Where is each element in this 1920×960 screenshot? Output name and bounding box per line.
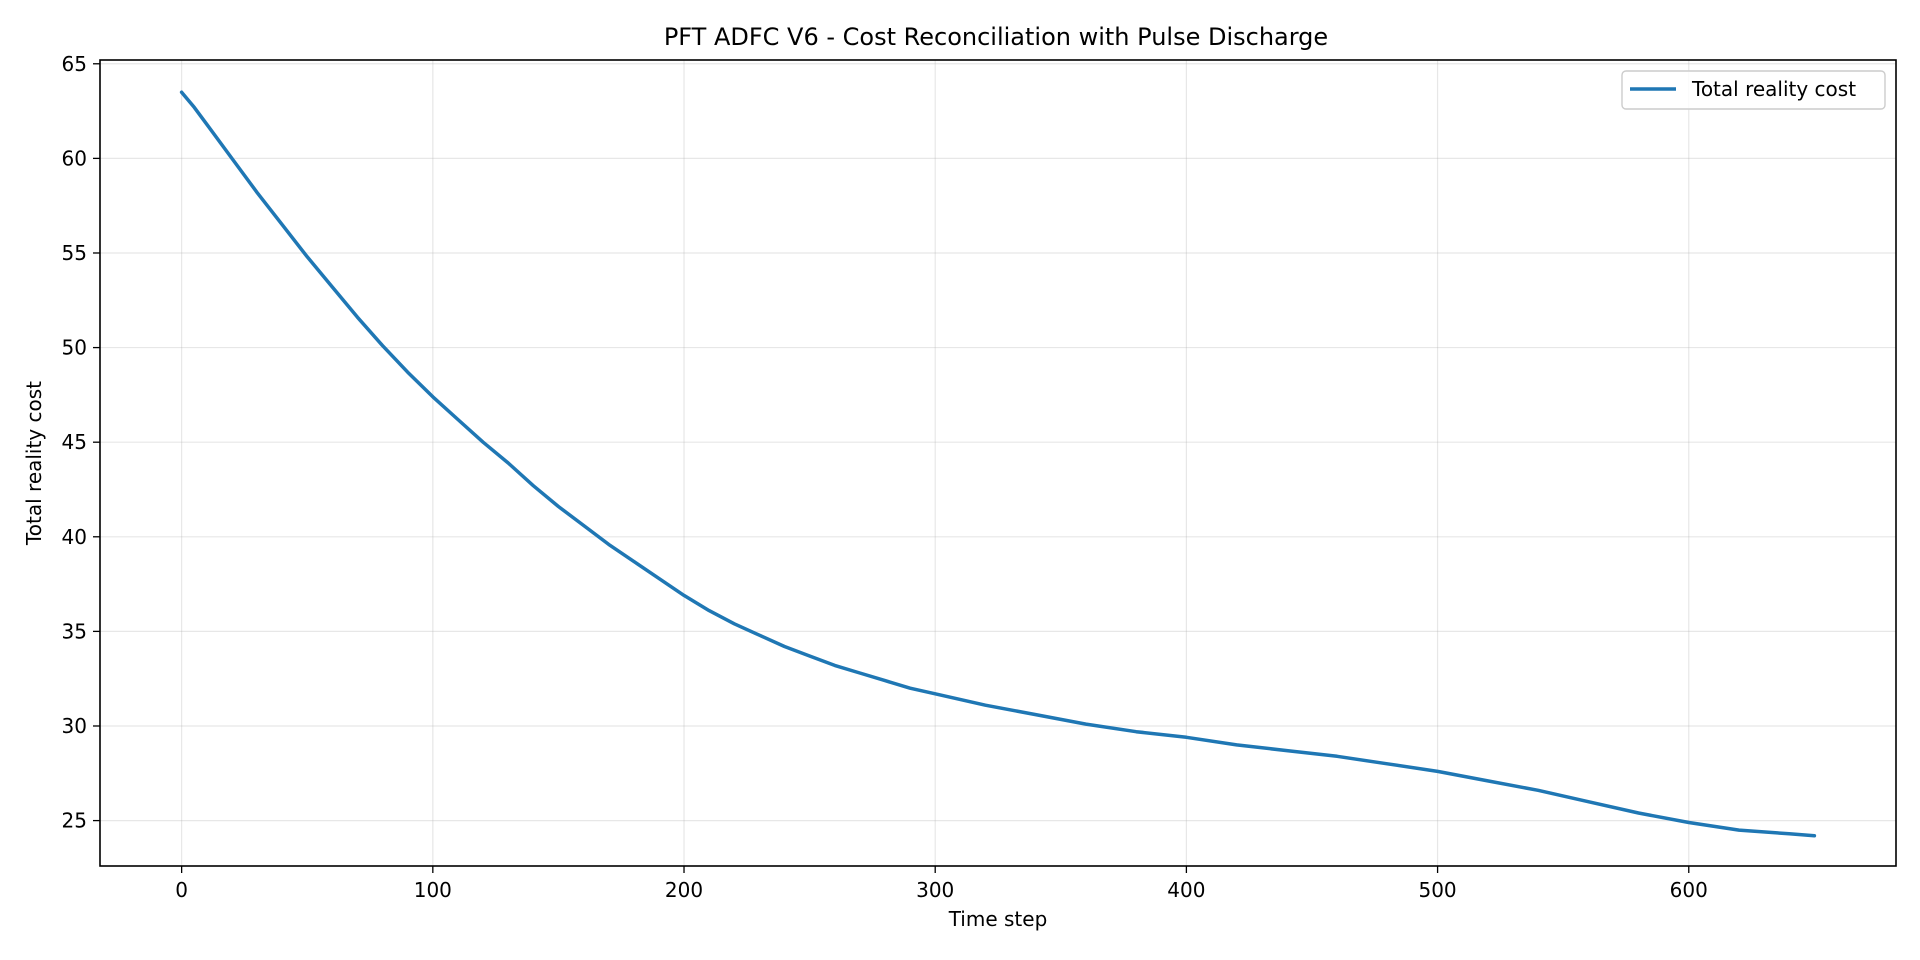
y-tick-label: 25 bbox=[62, 809, 87, 833]
chart-title: PFT ADFC V6 - Cost Reconciliation with P… bbox=[664, 23, 1328, 51]
y-tick-label: 55 bbox=[62, 241, 87, 265]
y-tick-label: 45 bbox=[62, 430, 87, 454]
x-axis-label: Time step bbox=[948, 907, 1048, 931]
x-tick-label: 600 bbox=[1670, 878, 1708, 902]
plot-area-frame bbox=[99, 59, 1897, 867]
y-tick-label: 30 bbox=[62, 714, 87, 738]
x-tick-label: 100 bbox=[414, 878, 452, 902]
y-tick-label: 35 bbox=[62, 619, 87, 643]
x-tick-label: 200 bbox=[665, 878, 703, 902]
y-tick-label: 65 bbox=[62, 52, 87, 76]
y-tick-label: 60 bbox=[62, 146, 87, 170]
x-tick-label: 500 bbox=[1418, 878, 1456, 902]
series-layer bbox=[179, 90, 1817, 838]
y-tick-label: 40 bbox=[62, 525, 87, 549]
grid bbox=[100, 60, 1896, 866]
series-line-total-reality-cost bbox=[179, 90, 1817, 838]
x-tick-label: 0 bbox=[175, 878, 188, 902]
x-tick-label: 300 bbox=[916, 878, 954, 902]
legend-box bbox=[1621, 70, 1886, 110]
x-tick-label: 400 bbox=[1167, 878, 1205, 902]
y-tick-label: 50 bbox=[62, 336, 87, 360]
y-axis-label: Total reality cost bbox=[22, 381, 46, 546]
legend-entry-total-reality-cost: Total reality cost bbox=[1691, 77, 1856, 101]
y-axis-ticks: 25 30 35 40 45 50 55 60 65 bbox=[62, 52, 100, 833]
legend: Total reality cost bbox=[1621, 70, 1886, 110]
x-axis-ticks: 0 100 200 300 400 500 600 bbox=[175, 866, 1708, 902]
